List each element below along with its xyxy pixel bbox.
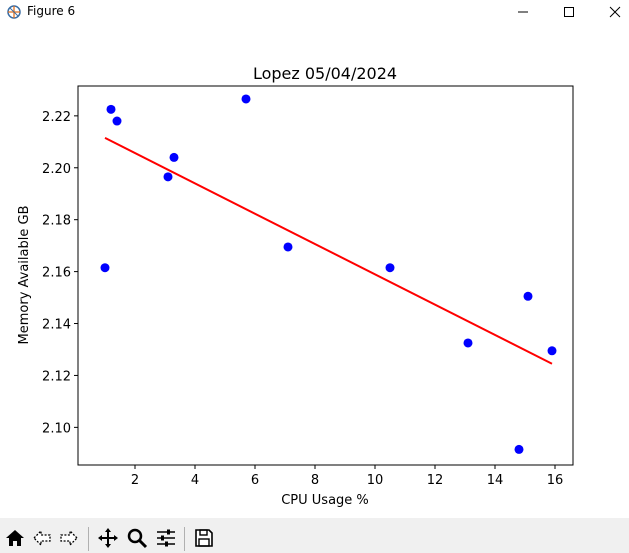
back-button[interactable] bbox=[29, 525, 55, 551]
zoom-icon bbox=[127, 528, 148, 549]
maximize-button[interactable] bbox=[546, 0, 592, 24]
data-point bbox=[100, 263, 110, 273]
x-tick-label: 14 bbox=[487, 473, 504, 488]
window-title: Figure 6 bbox=[27, 4, 76, 18]
x-tick-label: 16 bbox=[547, 473, 564, 488]
y-tick-label: 2.12 bbox=[42, 369, 71, 384]
figure-canvas[interactable]: 2 4 6 8 10 12 14 16 2.10 2.12 2.14 2.16 2.18 2.20 2.22… bbox=[0, 24, 629, 518]
y-tick-label: 2.20 bbox=[42, 162, 71, 177]
forward-button[interactable] bbox=[56, 525, 82, 551]
scatter-chart: 2 4 6 8 10 12 14 16 2.10 2.12 2.14 2.16 2.18 2.20 2.22… bbox=[17, 64, 574, 508]
data-point bbox=[385, 263, 395, 273]
y-tick-label: 2.10 bbox=[42, 421, 71, 436]
y-tick-label: 2.14 bbox=[42, 318, 71, 333]
home-icon bbox=[6, 530, 24, 546]
x-tick-label: 4 bbox=[191, 473, 199, 488]
save-button[interactable] bbox=[191, 525, 217, 551]
x-tick-label: 8 bbox=[311, 473, 319, 488]
data-point bbox=[169, 152, 179, 162]
x-tick-label: 2 bbox=[131, 473, 139, 488]
data-point bbox=[106, 104, 116, 114]
data-point bbox=[283, 242, 293, 252]
x-tick-label: 10 bbox=[367, 473, 384, 488]
x-axis-label: CPU Usage % bbox=[281, 493, 369, 508]
data-point bbox=[547, 346, 557, 356]
data-point bbox=[241, 94, 251, 104]
y-tick-label: 2.18 bbox=[42, 214, 71, 229]
pan-button[interactable] bbox=[95, 525, 121, 551]
save-icon bbox=[195, 529, 213, 547]
pan-icon bbox=[98, 528, 118, 548]
axes-frame bbox=[77, 85, 574, 466]
forward-arrow-icon bbox=[60, 529, 78, 547]
title-bar: Figure 6 bbox=[0, 0, 629, 24]
y-tick-label: 2.22 bbox=[42, 110, 71, 125]
toolbar-separator bbox=[184, 527, 185, 551]
data-point bbox=[463, 338, 473, 348]
data-point bbox=[514, 444, 524, 454]
back-arrow-icon bbox=[33, 529, 51, 547]
x-tick-label: 12 bbox=[427, 473, 444, 488]
data-point bbox=[112, 116, 122, 126]
maximize-icon bbox=[564, 7, 574, 17]
navigation-toolbar bbox=[0, 518, 629, 553]
toolbar-separator bbox=[88, 527, 89, 551]
home-button[interactable] bbox=[2, 525, 28, 551]
close-icon bbox=[609, 6, 621, 18]
regression-line bbox=[104, 137, 553, 365]
figure-app-icon bbox=[7, 5, 21, 19]
minimize-button[interactable] bbox=[500, 0, 546, 24]
data-point bbox=[523, 291, 533, 301]
configure-subplots-button[interactable] bbox=[153, 525, 179, 551]
y-tick-label: 2.16 bbox=[42, 266, 71, 281]
minimize-icon bbox=[518, 11, 528, 13]
chart-title: Lopez 05/04/2024 bbox=[253, 64, 397, 83]
x-tick-label: 6 bbox=[251, 473, 259, 488]
zoom-button[interactable] bbox=[124, 525, 150, 551]
y-axis-label: Memory Available GB bbox=[17, 206, 32, 345]
configure-subplots-icon bbox=[157, 529, 175, 547]
close-button[interactable] bbox=[592, 0, 629, 24]
data-point bbox=[163, 172, 173, 182]
